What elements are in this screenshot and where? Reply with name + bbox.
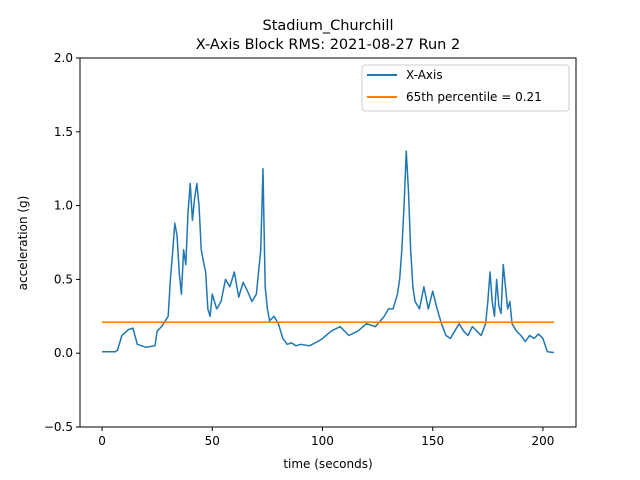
legend: X-Axis 65th percentile = 0.21 (361, 64, 570, 112)
y-tick-label: 0.0 (54, 346, 73, 360)
x-axis-label: time (seconds) (283, 457, 372, 471)
y-tick-label: −0.5 (44, 420, 73, 434)
x-tick-label: 150 (421, 434, 444, 448)
x-tick-label: 50 (205, 434, 220, 448)
chart-title-line1: Stadium_Churchill (263, 18, 394, 34)
plot-lines (102, 150, 555, 354)
x-axis-ticks: 0 50 100 150 200 (98, 427, 554, 448)
y-tick-label: 1.0 (54, 199, 73, 213)
x-tick-label: 100 (311, 434, 334, 448)
y-tick-label: 2.0 (54, 51, 73, 65)
legend-box (361, 64, 570, 112)
plot-area-frame (79, 57, 577, 428)
chart-title-line2: X-Axis Block RMS: 2021-08-27 Run 2 (196, 37, 460, 53)
series-line-x-axis (102, 150, 555, 354)
x-tick-label: 0 (98, 434, 106, 448)
y-axis-ticks: −0.5 0.0 0.5 1.0 1.5 2.0 (44, 51, 80, 434)
y-tick-label: 1.5 (54, 125, 73, 139)
y-tick-label: 0.5 (54, 272, 73, 286)
legend-label-x-axis: X-Axis (406, 68, 443, 82)
x-tick-label: 200 (531, 434, 554, 448)
y-axis-label: acceleration (g) (16, 196, 30, 291)
legend-label-percentile: 65th percentile = 0.21 (406, 90, 542, 104)
